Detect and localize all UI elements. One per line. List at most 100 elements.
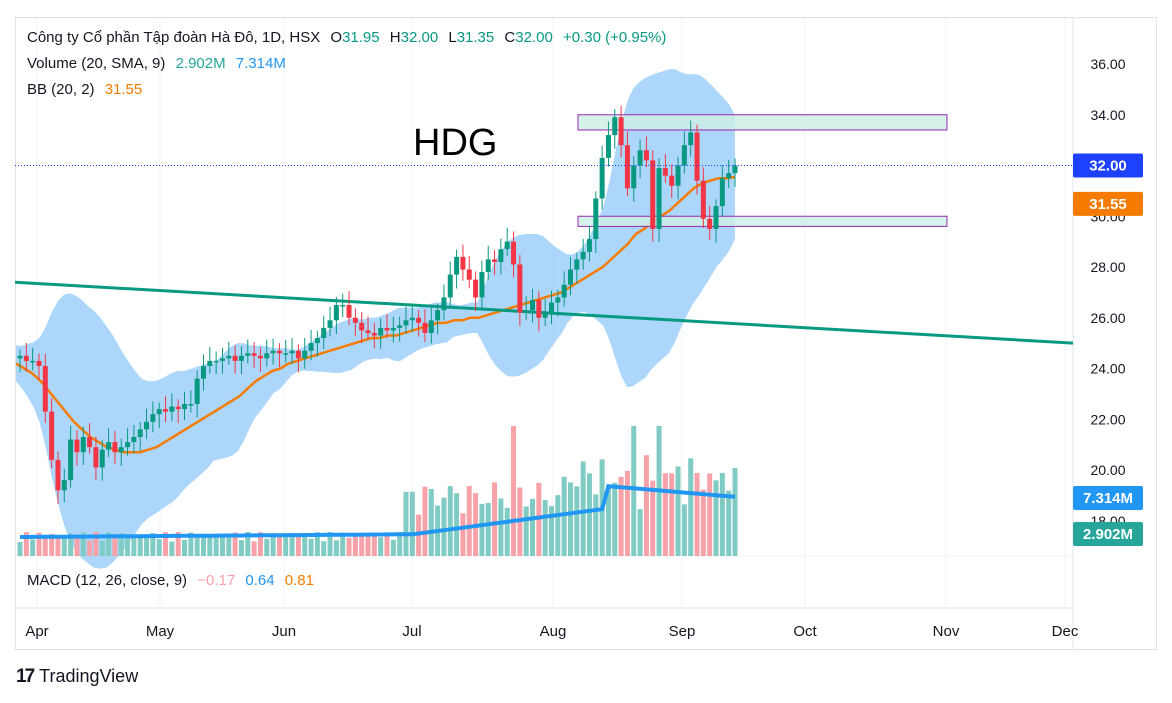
x-month-label: Sep bbox=[669, 623, 696, 640]
time-axis[interactable]: Apr May Jun Jul Aug Sep Oct Nov Dec bbox=[25, 623, 1079, 640]
candle-body bbox=[681, 145, 687, 166]
volume-bar bbox=[726, 490, 732, 556]
volume-bar bbox=[340, 532, 346, 556]
volume-bar bbox=[125, 536, 131, 556]
price-zone bbox=[577, 215, 948, 227]
bb-middle-line bbox=[15, 175, 736, 454]
volume-bar bbox=[631, 426, 637, 556]
candle-body bbox=[707, 218, 713, 229]
candle-body bbox=[302, 350, 308, 359]
candle-body bbox=[542, 312, 548, 318]
volume-bar bbox=[163, 532, 169, 556]
volume-bar bbox=[637, 509, 643, 556]
volume-bar bbox=[713, 480, 719, 556]
volume-bar bbox=[112, 538, 118, 556]
volume-bar bbox=[593, 494, 599, 556]
volume-bar bbox=[49, 534, 55, 556]
brand-label: TradingView bbox=[39, 666, 139, 686]
y-tick-label: 34.00 bbox=[1090, 107, 1125, 123]
volume-bar bbox=[346, 537, 352, 556]
volume-bar bbox=[200, 533, 206, 556]
candle-body bbox=[688, 132, 694, 146]
candle-body bbox=[605, 135, 611, 158]
company-title: Công ty Cổ phần Tập đoàn Hà Đô, 1D, HSX bbox=[27, 29, 321, 46]
volume-bar bbox=[257, 532, 263, 556]
candle-body bbox=[200, 365, 206, 379]
candle-body bbox=[428, 320, 434, 333]
x-month-label: Aug bbox=[540, 623, 567, 640]
candle-body bbox=[30, 360, 36, 363]
volume-legend: Volume (20, SMA, 9) 2.902M 7.314M bbox=[27, 55, 292, 72]
candle-body bbox=[441, 297, 447, 311]
candle-body bbox=[435, 310, 441, 321]
volume-bar bbox=[624, 470, 630, 556]
open-label: O bbox=[330, 29, 343, 46]
bb-value: 31.55 bbox=[104, 81, 143, 98]
volume-bar bbox=[441, 497, 447, 556]
volume-bar bbox=[567, 482, 573, 556]
candle-body bbox=[599, 157, 605, 199]
volume-bar bbox=[169, 541, 175, 556]
candle-body bbox=[536, 299, 542, 318]
candle-body bbox=[257, 355, 263, 359]
candle-body bbox=[61, 480, 67, 491]
candle-body bbox=[416, 317, 422, 323]
volume-bar bbox=[93, 532, 99, 556]
volume-bar bbox=[662, 473, 668, 556]
close-price-badge: 32.00 bbox=[1089, 158, 1127, 175]
volume-bar bbox=[36, 532, 42, 556]
bb-label: BB (20, 2) bbox=[27, 81, 95, 98]
candle-body bbox=[656, 168, 662, 229]
tradingview-brand[interactable]: 17 TradingView bbox=[16, 666, 138, 688]
volume-bar bbox=[74, 538, 80, 556]
candle-body bbox=[726, 173, 732, 179]
volume-bar bbox=[612, 482, 618, 556]
bb-price-badge-bg bbox=[1073, 191, 1143, 216]
volume-bar bbox=[485, 503, 491, 556]
candle-body bbox=[498, 249, 504, 262]
candle-body bbox=[238, 355, 244, 361]
candle-body bbox=[36, 360, 42, 366]
ohlc: O31.95 H32.00 L31.35 C32.00 +0.30 (+0.95… bbox=[330, 29, 672, 46]
volume-bar bbox=[561, 476, 567, 556]
volume-bar bbox=[61, 535, 67, 556]
volume-bar bbox=[384, 532, 390, 556]
y-tick-label: 26.00 bbox=[1090, 310, 1125, 326]
close-price-badge-bg bbox=[1073, 153, 1143, 178]
volume-bar bbox=[371, 533, 377, 556]
candle-body bbox=[409, 317, 415, 321]
volume-bar bbox=[618, 476, 624, 556]
low-label: L bbox=[448, 29, 457, 46]
x-month-label: Apr bbox=[25, 623, 48, 640]
candle-body bbox=[55, 459, 61, 491]
candle-body bbox=[87, 437, 93, 448]
candle-body bbox=[612, 117, 618, 136]
price-zone bbox=[577, 114, 948, 131]
candle-body bbox=[643, 150, 649, 161]
candle-body bbox=[713, 206, 719, 229]
macd-label: MACD (12, 26, close, 9) bbox=[27, 572, 188, 589]
candle-body bbox=[504, 241, 510, 250]
candle-body bbox=[264, 353, 270, 359]
volume-bar bbox=[694, 472, 700, 556]
volume-bar bbox=[681, 504, 687, 556]
volume-bar bbox=[511, 426, 517, 556]
candle-body bbox=[523, 310, 529, 313]
volume-bar bbox=[643, 455, 649, 556]
bb-legend: BB (20, 2) 31.55 bbox=[27, 81, 148, 98]
volume-bar bbox=[669, 473, 675, 556]
candle-body bbox=[580, 251, 586, 260]
x-month-label: Oct bbox=[793, 623, 817, 640]
volume-sma-line bbox=[20, 484, 736, 539]
candle-body bbox=[694, 132, 700, 181]
volume-bar bbox=[270, 533, 276, 556]
bb-price-badge: 31.55 bbox=[1089, 196, 1127, 213]
candle-body bbox=[137, 429, 143, 438]
x-month-label: Jun bbox=[272, 623, 296, 640]
volume-bar bbox=[397, 532, 403, 556]
volume-bar bbox=[308, 538, 314, 556]
candle-body bbox=[473, 279, 479, 298]
volume-bar bbox=[498, 498, 504, 556]
price-axis[interactable]: 36.0034.0032.0030.0028.0026.0024.0022.00… bbox=[1090, 56, 1125, 529]
